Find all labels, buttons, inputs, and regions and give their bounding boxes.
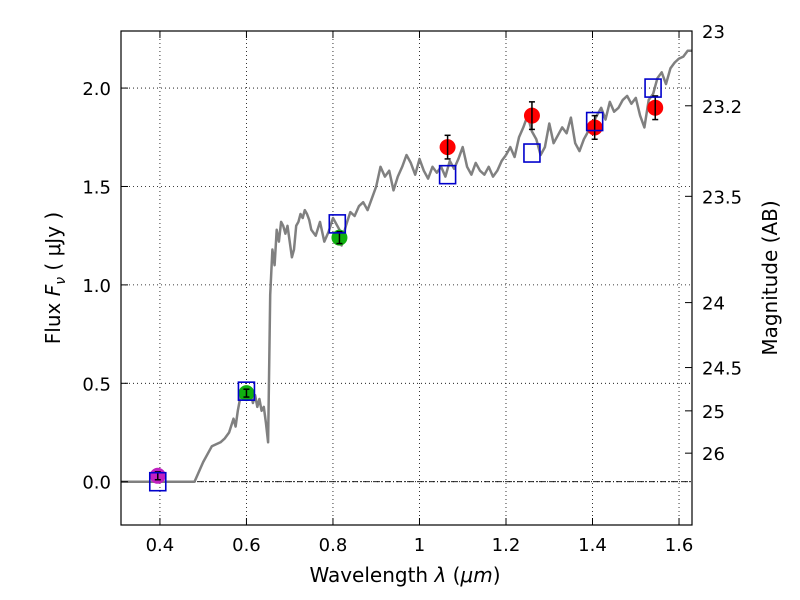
template-spectrum-line xyxy=(121,49,692,483)
x-tick-label: 1 xyxy=(414,535,425,556)
data-points xyxy=(148,78,664,492)
y-tick-label: 1.5 xyxy=(82,177,111,198)
y2-tick-label: 24 xyxy=(702,294,725,315)
y-axis-label: Flux Fν ( μJy ) xyxy=(41,212,69,344)
x-tick-label: 1.4 xyxy=(578,535,607,556)
template-flux-square xyxy=(237,381,256,401)
x-tick-label: 0.8 xyxy=(319,535,348,556)
y2-axis-label: Magnitude (AB) xyxy=(758,200,782,355)
y-tick-label: 2.0 xyxy=(82,79,111,100)
y-tick-label: 0.5 xyxy=(82,374,111,395)
axis-ticks: 0.4 0.6 0.8 1 1.2 1.4 1.6 0.0 0.5 1.0 1.5 2.0 23 23.2… xyxy=(82,22,742,556)
y2-tick-label: 26 xyxy=(702,444,725,465)
x-tick-label: 0.4 xyxy=(146,535,175,556)
plot-frame xyxy=(120,30,693,526)
template-flux-square xyxy=(523,143,541,163)
template-flux-square xyxy=(644,78,662,98)
x-tick-label: 1.2 xyxy=(492,535,521,556)
y2-tick-label: 23.5 xyxy=(702,187,742,208)
y-tick-label: 1.0 xyxy=(82,276,111,297)
template-flux-square xyxy=(328,214,347,234)
template-flux-square xyxy=(148,471,167,492)
x-axis-label: Wavelength λ (μm) xyxy=(309,563,500,587)
y2-tick-label: 23 xyxy=(702,22,725,43)
y2-tick-label: 25 xyxy=(702,402,725,423)
y2-tick-label: 24.5 xyxy=(702,359,742,380)
x-tick-label: 1.6 xyxy=(665,535,694,556)
y2-tick-label: 23.2 xyxy=(702,97,742,118)
y-tick-label: 0.0 xyxy=(82,473,111,494)
x-tick-label: 0.6 xyxy=(232,535,261,556)
template-flux-square xyxy=(438,164,457,185)
template-flux-square xyxy=(585,111,604,132)
grid-lines xyxy=(121,31,692,525)
